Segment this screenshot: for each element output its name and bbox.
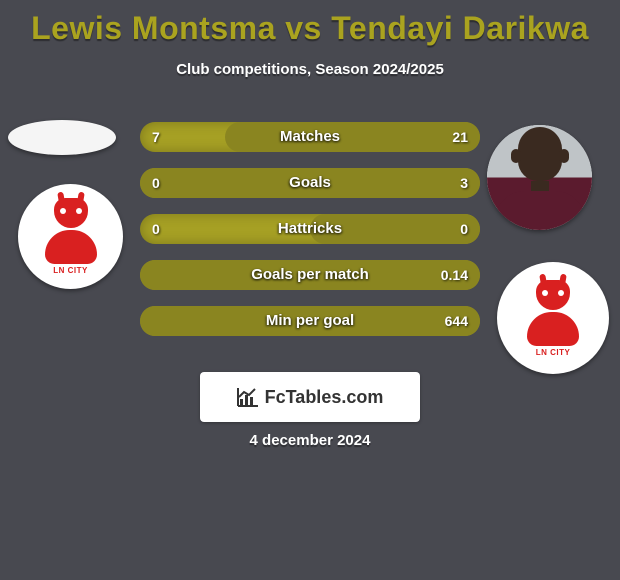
stat-bar-row: 0.14Goals per match <box>140 260 480 290</box>
stat-bar-row: 721Matches <box>140 122 480 152</box>
stat-label: Hattricks <box>140 214 480 244</box>
player-left-club-badge: LN CITY <box>18 184 123 289</box>
player-right-club-badge: LN CITY <box>497 262 609 374</box>
fctables-logo: FcTables.com <box>200 372 420 422</box>
stat-bar-row: 03Goals <box>140 168 480 198</box>
stat-label: Goals per match <box>140 260 480 290</box>
comparison-subtitle: Club competitions, Season 2024/2025 <box>0 61 620 78</box>
fctables-logo-text: FcTables.com <box>265 387 384 408</box>
stat-bars: 721Matches 03Goals 00Hattricks 0.14Goals pe… <box>140 122 480 352</box>
stat-label: Matches <box>140 122 480 152</box>
chart-icon <box>237 387 259 407</box>
stat-label: Goals <box>140 168 480 198</box>
stat-label: Min per goal <box>140 306 480 336</box>
stat-bar-row: 644Min per goal <box>140 306 480 336</box>
player-right-avatar <box>487 125 592 230</box>
comparison-date: 4 december 2024 <box>0 432 620 449</box>
club-badge-text: LN CITY <box>53 266 88 275</box>
club-badge-text: LN CITY <box>536 348 571 357</box>
stat-bar-row: 00Hattricks <box>140 214 480 244</box>
comparison-title: Lewis Montsma vs Tendayi Darikwa <box>0 0 620 47</box>
player-left-avatar <box>8 120 116 155</box>
